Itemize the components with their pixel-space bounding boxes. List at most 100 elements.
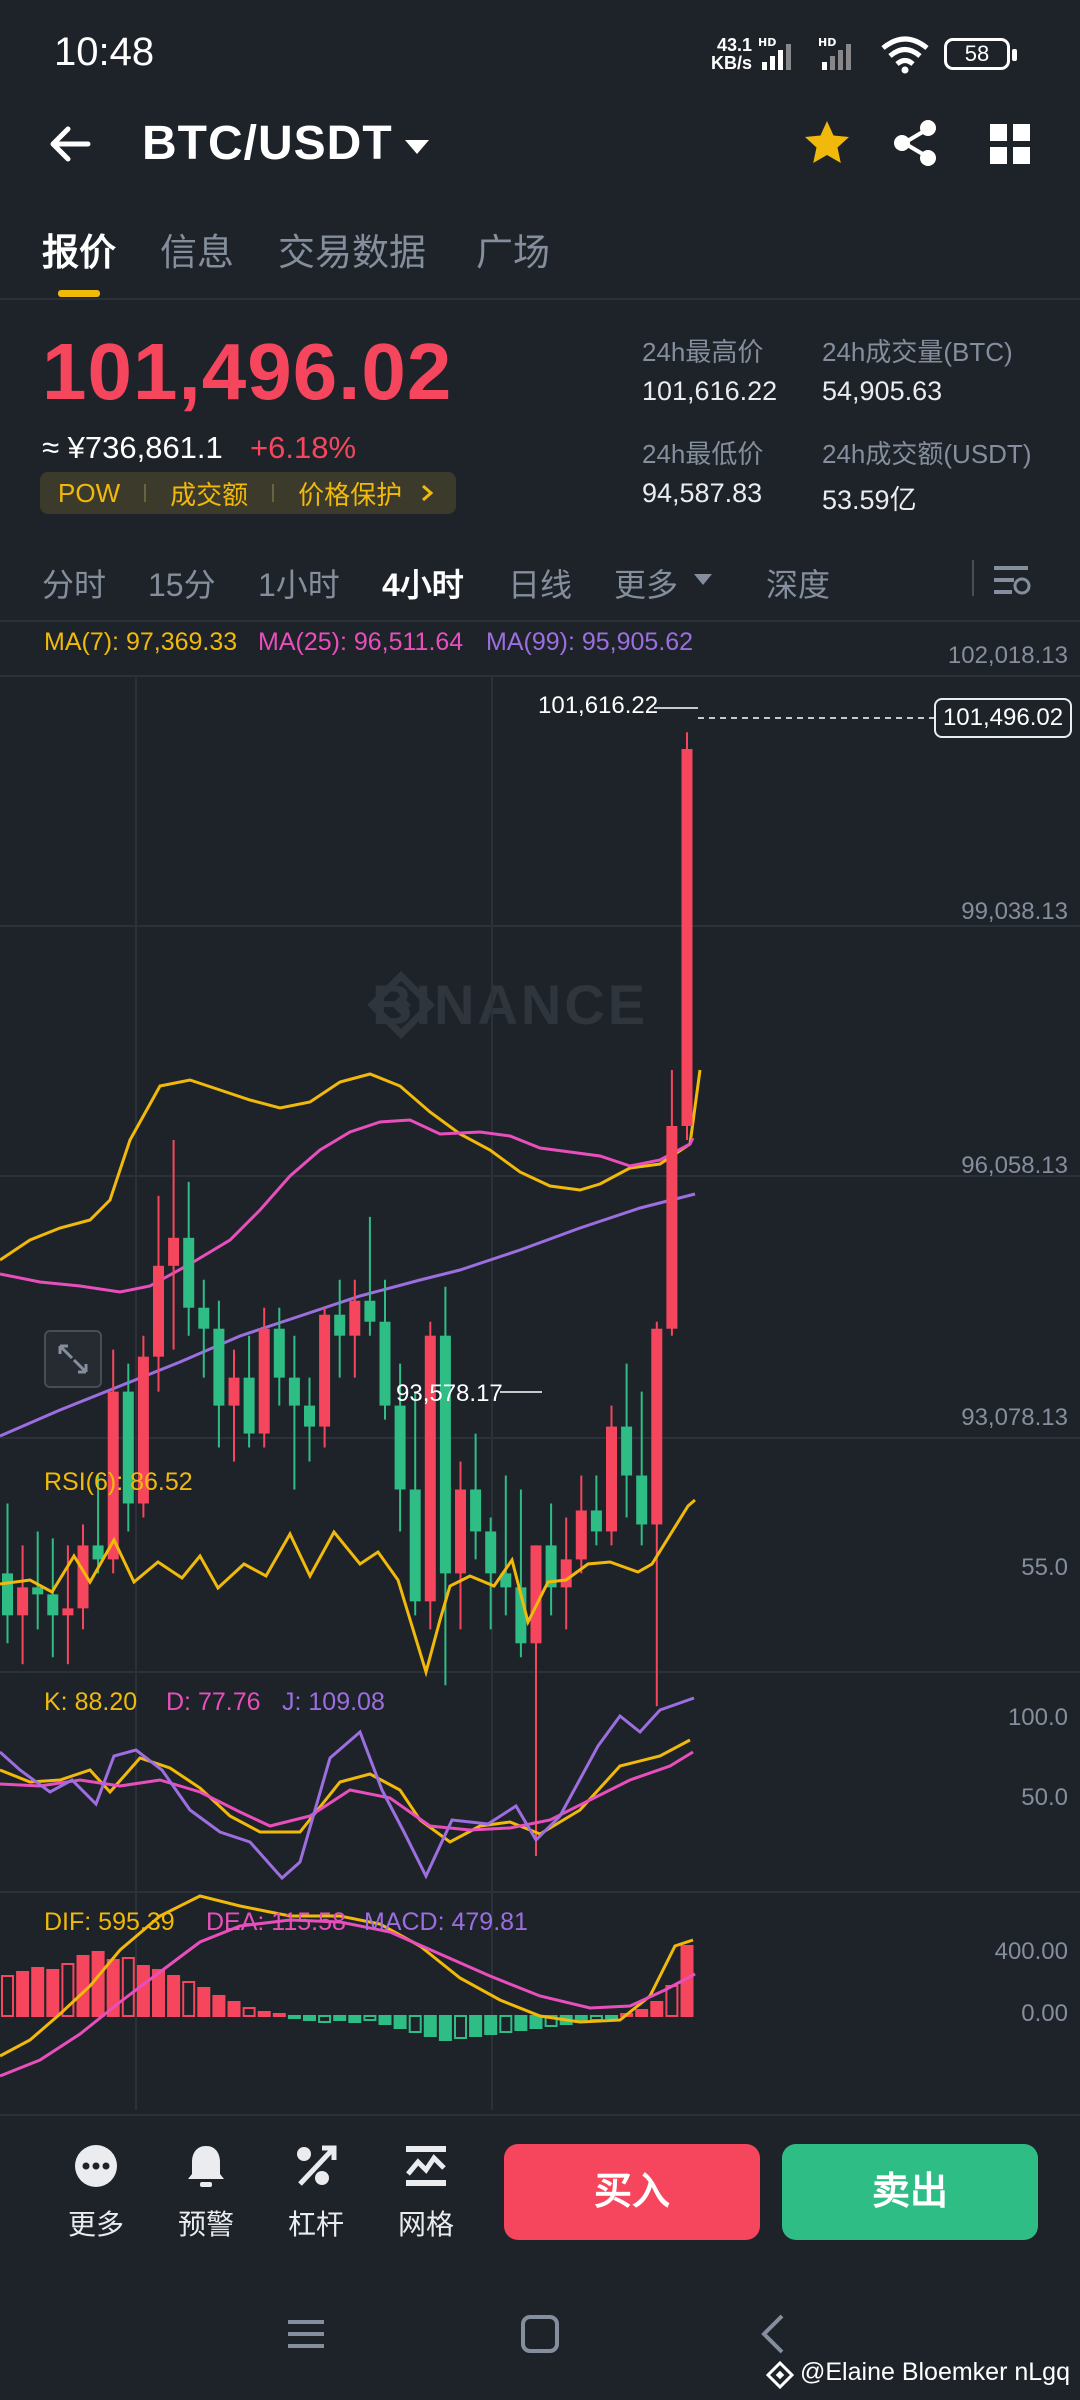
interval-1d[interactable]: 日线 <box>508 567 573 603</box>
candle-body <box>455 1489 466 1574</box>
macd-bar <box>318 2015 332 2023</box>
low-value: 94,587.83 <box>642 478 763 508</box>
candle-body <box>153 1265 164 1357</box>
candle-body <box>636 1475 648 1525</box>
toolbar-leverage[interactable]: 杠杆 <box>276 2142 356 2243</box>
candle-body <box>107 1391 119 1560</box>
macd-bar <box>378 2015 392 2025</box>
candle-body <box>304 1405 315 1427</box>
macd-bar <box>393 2015 407 2029</box>
change-percent: +6.18% <box>250 430 357 465</box>
candle-body <box>424 1335 436 1602</box>
macd-bar <box>61 1963 75 2017</box>
candle-body <box>122 1391 134 1504</box>
sell-button[interactable]: 卖出 <box>782 2144 1038 2240</box>
low-label: 24h最低价 <box>642 439 764 469</box>
candle-body <box>198 1307 210 1329</box>
interval-more[interactable]: 更多 <box>614 567 679 603</box>
macd-bar <box>408 2015 422 2033</box>
low-price-marker: 93,578.17 <box>396 1380 503 1407</box>
caret-down-icon[interactable] <box>402 132 432 162</box>
tag-pow[interactable]: POW <box>58 477 121 508</box>
candle-body <box>334 1314 346 1336</box>
macd-bar <box>167 1975 181 2017</box>
high-value: 101,616.22 <box>642 376 778 406</box>
asset-tags[interactable]: POW 成交额 价格保护 <box>40 472 457 514</box>
toolbar-more[interactable]: 更多 <box>56 2142 136 2243</box>
candle-body <box>183 1237 195 1308</box>
macd-bar <box>650 2001 664 2017</box>
toolbar-grid[interactable]: 网格 <box>386 2142 466 2243</box>
toolbar-alert[interactable]: 预警 <box>166 2142 246 2243</box>
candle-body <box>258 1328 270 1434</box>
macd-bar <box>152 1969 165 2017</box>
axis-tick-3: 96,058.13 <box>961 1152 1068 1179</box>
chart-settings-icon[interactable] <box>990 560 1034 600</box>
interval-depth[interactable]: 深度 <box>766 567 831 603</box>
candle-body <box>681 749 693 1126</box>
tag-volume[interactable]: 成交额 <box>170 479 249 510</box>
macd-bar <box>363 2015 377 2021</box>
candle-body <box>530 1545 542 1644</box>
macd-bar <box>1 1975 14 2017</box>
macd-bar <box>182 1981 196 2017</box>
macd-bar <box>484 2015 498 2035</box>
home-nav-icon[interactable] <box>516 2310 564 2358</box>
network-speed: 43.1 KB/s <box>702 36 752 72</box>
toolbar-grid-label: 网格 <box>397 2209 454 2240</box>
candle-body <box>651 1328 663 1525</box>
favorite-star-icon[interactable] <box>802 118 852 168</box>
kdj-tick-2: 50.0 <box>1021 1784 1068 1811</box>
buy-button[interactable]: 买入 <box>504 2144 760 2240</box>
rsi-indicator-line <box>0 1498 696 1678</box>
macd-bar <box>136 1965 150 2017</box>
candle-body <box>137 1356 149 1504</box>
rsi-path <box>0 1498 696 1678</box>
svg-text:HD: HD <box>818 36 836 49</box>
expand-icon <box>58 1344 88 1374</box>
candle-body <box>470 1489 482 1532</box>
kdj-j-line <box>0 1696 695 1881</box>
tab-trade-data[interactable]: 交易数据 <box>278 232 426 273</box>
candles <box>2 732 693 1857</box>
interval-1h[interactable]: 1小时 <box>258 567 340 603</box>
ma25-legend: MA(25): 96,511.64 <box>258 628 464 656</box>
interval-time[interactable]: 分时 <box>42 567 107 603</box>
interval-more-caret-icon[interactable] <box>692 570 714 588</box>
ma25-line <box>0 1118 695 1294</box>
interval-4h[interactable]: 4小时 <box>382 567 464 603</box>
tag-price-protection[interactable]: 价格保护 <box>298 479 403 510</box>
back-nav-icon[interactable] <box>750 2310 798 2358</box>
chevron-right-icon[interactable] <box>416 482 438 504</box>
candle-body <box>500 1573 512 1588</box>
macd-bar <box>665 1985 679 2017</box>
macd-bar <box>605 2015 618 2019</box>
candle-body <box>545 1545 557 1588</box>
layout-grid-icon[interactable] <box>986 120 1034 168</box>
macd-bar <box>257 2011 271 2017</box>
share-icon[interactable] <box>890 118 940 168</box>
interval-15m[interactable]: 15分 <box>148 567 216 603</box>
candle-body <box>606 1426 617 1532</box>
expand-chart-button[interactable] <box>44 1330 102 1388</box>
pair-title[interactable]: BTC/USDT <box>142 117 393 170</box>
moving-average-lines <box>0 1069 702 1438</box>
tab-quote[interactable]: 报价 <box>42 232 116 273</box>
kdj-k-line <box>0 1738 691 1844</box>
macd-bar <box>423 2015 437 2037</box>
menu-nav-icon[interactable] <box>282 2310 330 2358</box>
macd-bar <box>91 1951 105 2017</box>
candle-body <box>485 1531 497 1574</box>
back-arrow-icon[interactable] <box>44 118 96 170</box>
tab-info[interactable]: 信息 <box>160 232 234 273</box>
candle-body <box>409 1489 421 1602</box>
kdj-d-legend: D: 77.76 <box>166 1688 261 1716</box>
candlestick-chart[interactable] <box>0 620 1080 2110</box>
last-price-tag[interactable]: 101,496.02 <box>934 698 1072 738</box>
svg-text:HD: HD <box>758 36 776 49</box>
candle-body <box>515 1587 527 1644</box>
macd-bar <box>16 1971 30 2017</box>
tab-square[interactable]: 广场 <box>476 232 550 273</box>
macd-bar <box>544 2015 558 2027</box>
axis-tick-2: 99,038.13 <box>961 898 1068 925</box>
